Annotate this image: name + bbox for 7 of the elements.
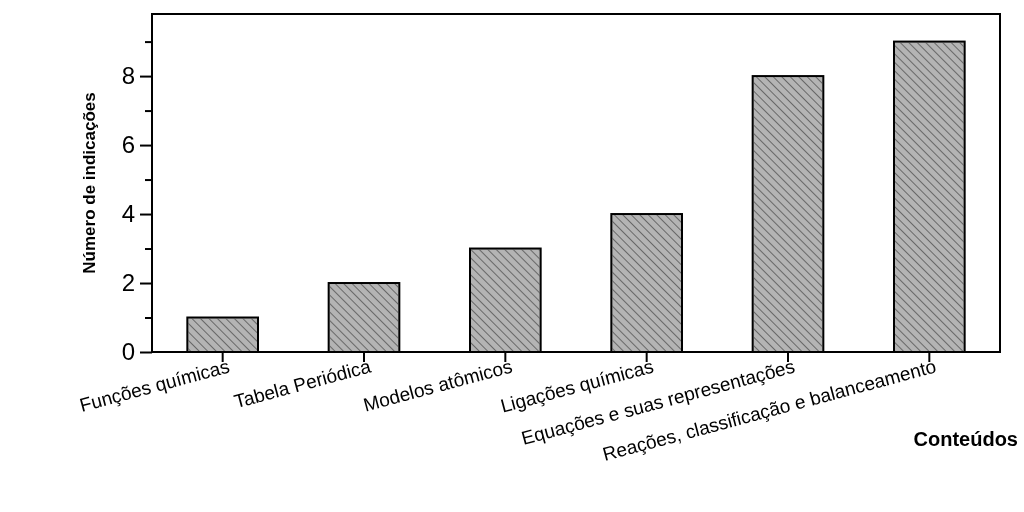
y-tick-label: 2 <box>121 269 135 297</box>
y-tick-label: 4 <box>121 200 135 228</box>
x-axis-title: Conteúdos <box>913 428 1018 450</box>
y-tick-label: 0 <box>121 338 135 366</box>
y-tick-label: 6 <box>121 131 135 159</box>
y-axis-title: Número de indicações <box>80 92 99 274</box>
y-tick-label: 8 <box>121 62 135 90</box>
